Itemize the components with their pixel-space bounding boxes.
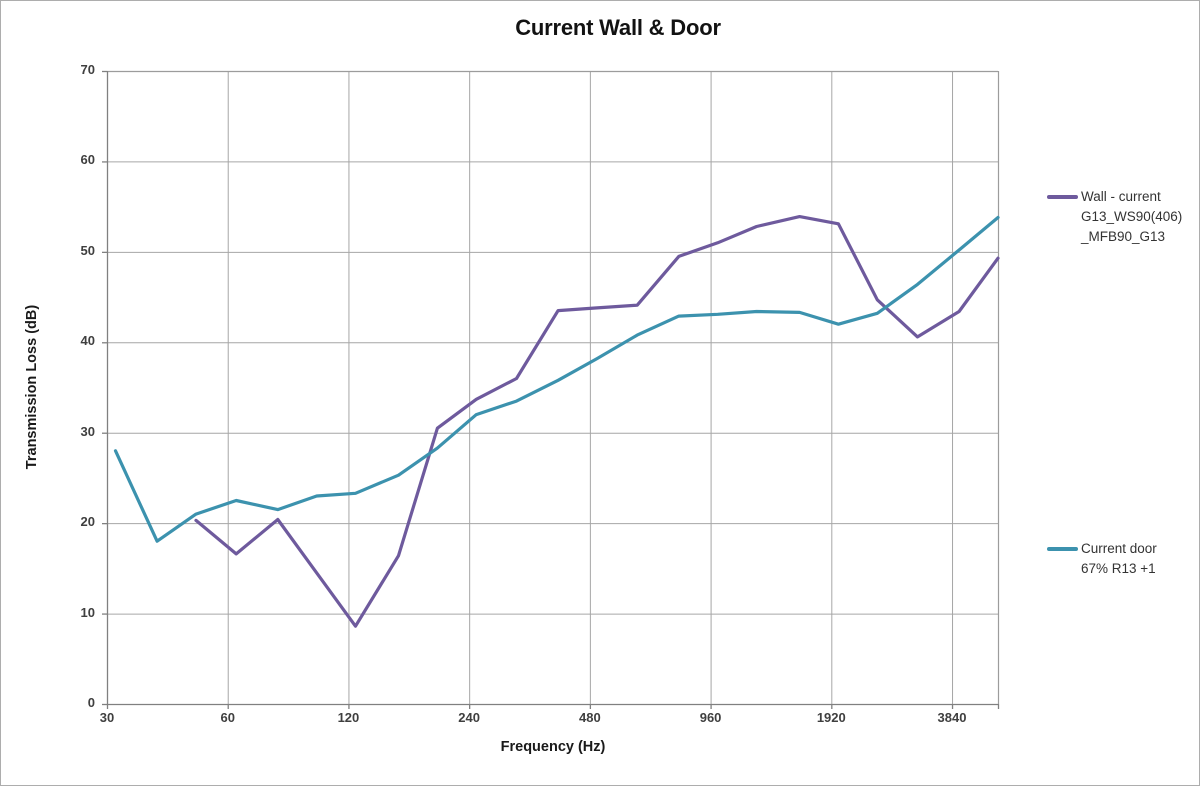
x-tick-label: 240	[458, 710, 480, 725]
x-tick-label: 120	[337, 710, 360, 725]
y-tick-label: 20	[80, 514, 95, 530]
x-tick-label: 480	[579, 710, 601, 725]
legend-label: 67% R13 +1	[1081, 561, 1156, 576]
y-tick-label: 50	[80, 242, 95, 258]
y-tick-label: 30	[80, 423, 95, 439]
x-axis-title: Frequency (Hz)	[500, 739, 606, 755]
legend-label: Wall - current	[1081, 189, 1161, 204]
x-tick-label: 3840	[937, 710, 967, 725]
legend-item-wall: Wall - current G13_WS90(406) _MFB90_G13	[1047, 187, 1182, 247]
x-tick-label: 30	[99, 710, 115, 725]
door-series-swatch-line	[1047, 547, 1078, 551]
series-line-0	[194, 215, 1000, 628]
y-tick-label: 10	[80, 604, 95, 620]
series-line-1	[113, 215, 1000, 543]
x-tick-label: 960	[699, 710, 722, 725]
legend-label: G13_WS90(406)	[1081, 209, 1183, 224]
chart-title: Current Wall & Door	[515, 15, 721, 40]
x-tick-label: 60	[220, 710, 235, 725]
legend-item-door: Current door 67% R13 +1	[1047, 539, 1157, 579]
y-tick-label: 60	[80, 152, 95, 168]
y-tick-label: 0	[87, 695, 95, 710]
wall-series-swatch-line	[1047, 195, 1078, 199]
y-tick-label: 40	[80, 333, 95, 349]
legend-label: _MFB90_G13	[1081, 229, 1166, 244]
legend-label: Current door	[1081, 541, 1157, 556]
y-tick-label: 70	[80, 62, 95, 77]
x-tick-label: 1920	[816, 710, 846, 725]
